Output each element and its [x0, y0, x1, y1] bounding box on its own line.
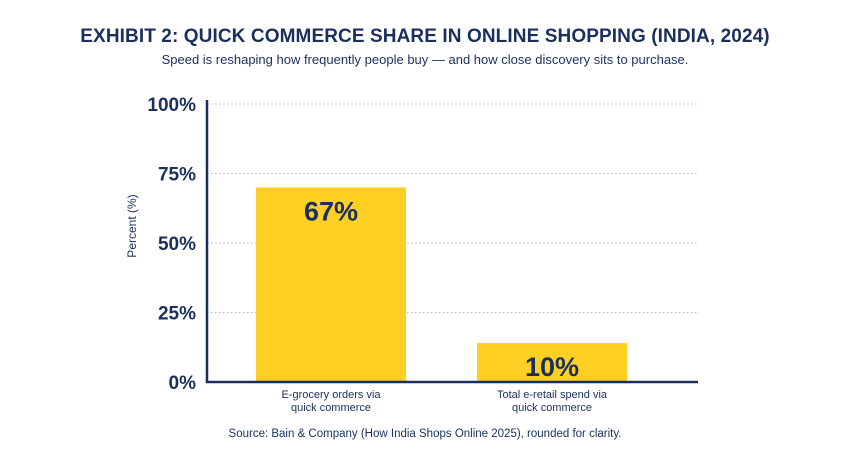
bar-0	[256, 187, 406, 382]
x-category-label-1: Total e-retail spend via quick commerce	[497, 389, 608, 414]
y-tick-label-25: 25%	[158, 304, 196, 325]
chart-title: EXHIBIT 2: QUICK COMMERCE SHARE IN ONLIN…	[80, 26, 770, 47]
source-note: Source: Bain & Company (How India Shops …	[228, 428, 622, 440]
y-tick-label-50: 50%	[158, 234, 196, 255]
x-category-label-0: E-grocery orders via quick commerce	[281, 389, 381, 414]
y-tick-label-75: 75%	[158, 165, 196, 186]
axis-layer	[205, 100, 698, 384]
grid-layer	[207, 103, 698, 313]
y-tick-label-100: 100%	[147, 95, 196, 116]
y-tick-label-0: 0%	[169, 373, 197, 394]
data-label-1: 10%	[525, 352, 579, 382]
data-label-0: 67%	[304, 196, 358, 226]
chart-subtitle: Speed is reshaping how frequently people…	[161, 52, 689, 67]
y-axis-title: Percent (%)	[125, 194, 139, 257]
bar-1	[477, 343, 627, 382]
label-layer: 0% 25% 50% 75% 100% 67% E-grocery orders via qu…	[125, 95, 608, 414]
bar-layer	[256, 187, 627, 382]
